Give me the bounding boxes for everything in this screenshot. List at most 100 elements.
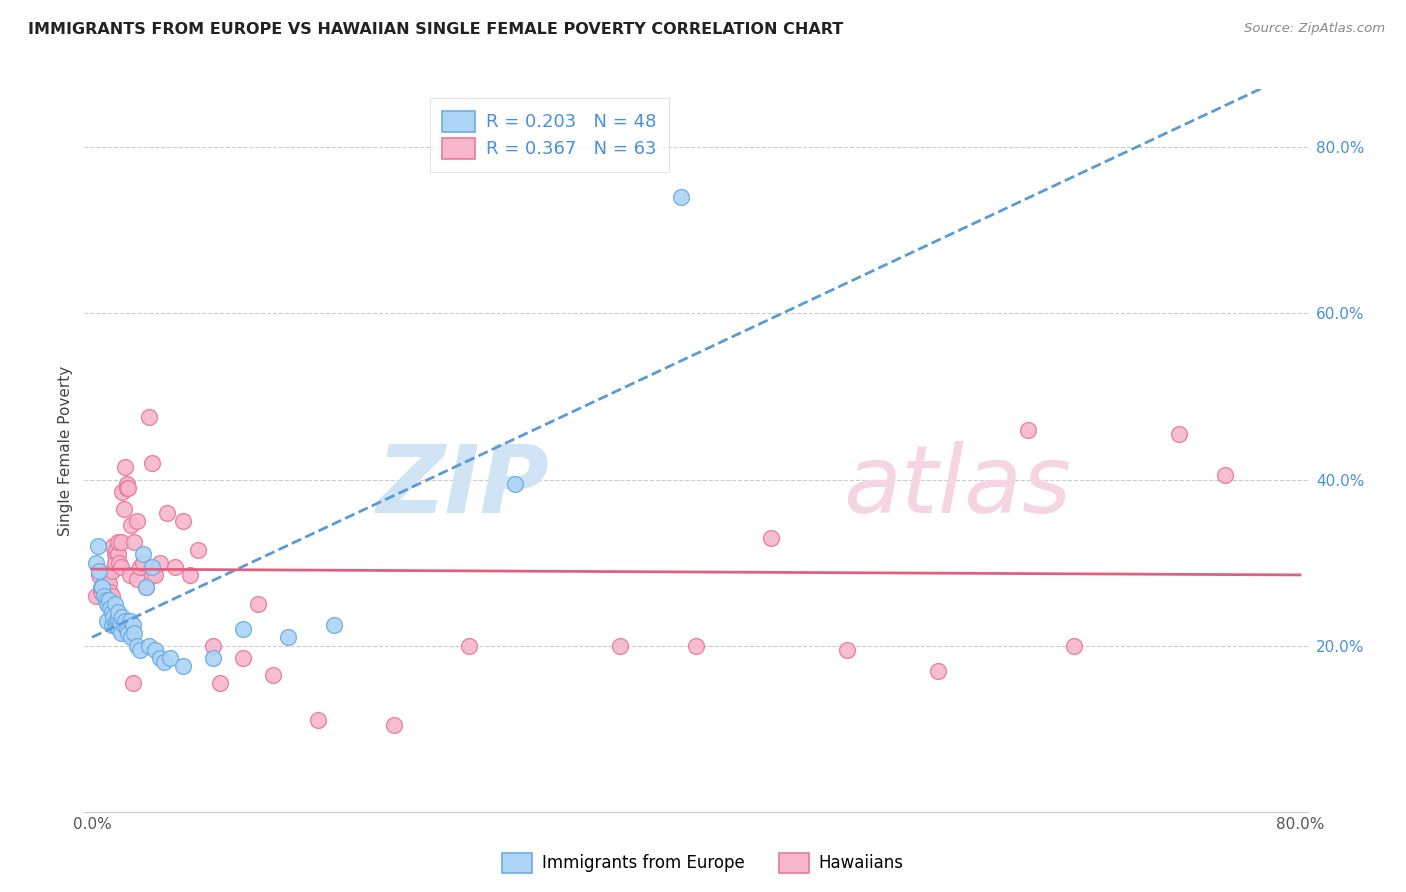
Point: [118, 614, 141, 628]
Point: [97, 576, 120, 591]
Point: [100, 618, 122, 632]
Point: [101, 609, 124, 624]
Text: ZIP: ZIP: [377, 441, 550, 533]
Point: [277, 630, 299, 644]
Point: [105, 614, 128, 628]
Point: [96, 614, 118, 628]
Point: [94, 593, 117, 607]
Point: [201, 639, 224, 653]
Point: [97, 593, 120, 607]
Point: [127, 572, 149, 586]
Point: [115, 476, 138, 491]
Point: [108, 622, 131, 636]
Point: [118, 568, 141, 582]
Point: [141, 456, 163, 470]
Point: [105, 543, 128, 558]
Point: [98, 584, 121, 599]
Point: [127, 514, 149, 528]
Point: [132, 556, 155, 570]
Point: [201, 651, 224, 665]
Text: atlas: atlas: [842, 441, 1071, 533]
Point: [110, 534, 132, 549]
Point: [232, 651, 254, 665]
Point: [122, 626, 145, 640]
Point: [1168, 426, 1191, 441]
Point: [115, 622, 138, 636]
Point: [1213, 468, 1236, 483]
Point: [187, 543, 209, 558]
Point: [685, 639, 707, 653]
Point: [90, 584, 112, 599]
Point: [107, 606, 129, 620]
Point: [835, 642, 858, 657]
Point: [100, 564, 122, 578]
Point: [98, 601, 121, 615]
Point: [111, 609, 134, 624]
Point: [141, 559, 163, 574]
Text: Source: ZipAtlas.com: Source: ZipAtlas.com: [1244, 22, 1385, 36]
Point: [458, 639, 481, 653]
Point: [172, 514, 194, 528]
Point: [101, 539, 124, 553]
Point: [159, 651, 181, 665]
Point: [1063, 639, 1085, 653]
Point: [121, 676, 143, 690]
Point: [107, 547, 129, 561]
Text: IMMIGRANTS FROM EUROPE VS HAWAIIAN SINGLE FEMALE POVERTY CORRELATION CHART: IMMIGRANTS FROM EUROPE VS HAWAIIAN SINGL…: [28, 22, 844, 37]
Point: [127, 639, 149, 653]
Point: [103, 556, 125, 570]
Point: [96, 597, 118, 611]
Point: [262, 667, 284, 681]
Point: [179, 568, 201, 582]
Point: [149, 651, 172, 665]
Point: [103, 597, 125, 611]
Point: [114, 460, 136, 475]
Point: [112, 501, 135, 516]
Point: [307, 714, 329, 728]
Point: [141, 568, 163, 582]
Point: [103, 547, 125, 561]
Point: [93, 589, 115, 603]
Point: [110, 559, 132, 574]
Point: [103, 618, 125, 632]
Point: [232, 622, 254, 636]
Point: [129, 642, 152, 657]
Point: [89, 568, 111, 582]
Point: [96, 572, 118, 586]
Point: [927, 664, 949, 678]
Point: [94, 584, 117, 599]
Point: [117, 626, 139, 640]
Point: [609, 639, 631, 653]
Point: [100, 589, 122, 603]
Point: [100, 606, 122, 620]
Point: [91, 581, 114, 595]
Point: [91, 581, 114, 595]
Point: [115, 481, 138, 495]
Point: [122, 534, 145, 549]
Point: [120, 630, 142, 644]
Point: [138, 639, 160, 653]
Point: [107, 614, 129, 628]
Legend: R = 0.203   N = 48, R = 0.367   N = 63: R = 0.203 N = 48, R = 0.367 N = 63: [430, 98, 669, 171]
Point: [86, 556, 108, 570]
Point: [209, 676, 232, 690]
Point: [110, 626, 132, 640]
Point: [108, 618, 131, 632]
Point: [247, 597, 270, 611]
Point: [112, 618, 135, 632]
Point: [322, 618, 344, 632]
Point: [761, 531, 783, 545]
Point: [108, 556, 131, 570]
Point: [172, 659, 194, 673]
Point: [87, 539, 110, 553]
Point: [138, 410, 160, 425]
Point: [135, 581, 157, 595]
Point: [117, 481, 139, 495]
Point: [129, 559, 152, 574]
Point: [90, 581, 112, 595]
Y-axis label: Single Female Poverty: Single Female Poverty: [58, 366, 73, 535]
Point: [153, 655, 176, 669]
Legend: Immigrants from Europe, Hawaiians: Immigrants from Europe, Hawaiians: [496, 847, 910, 880]
Point: [669, 190, 692, 204]
Point: [156, 506, 179, 520]
